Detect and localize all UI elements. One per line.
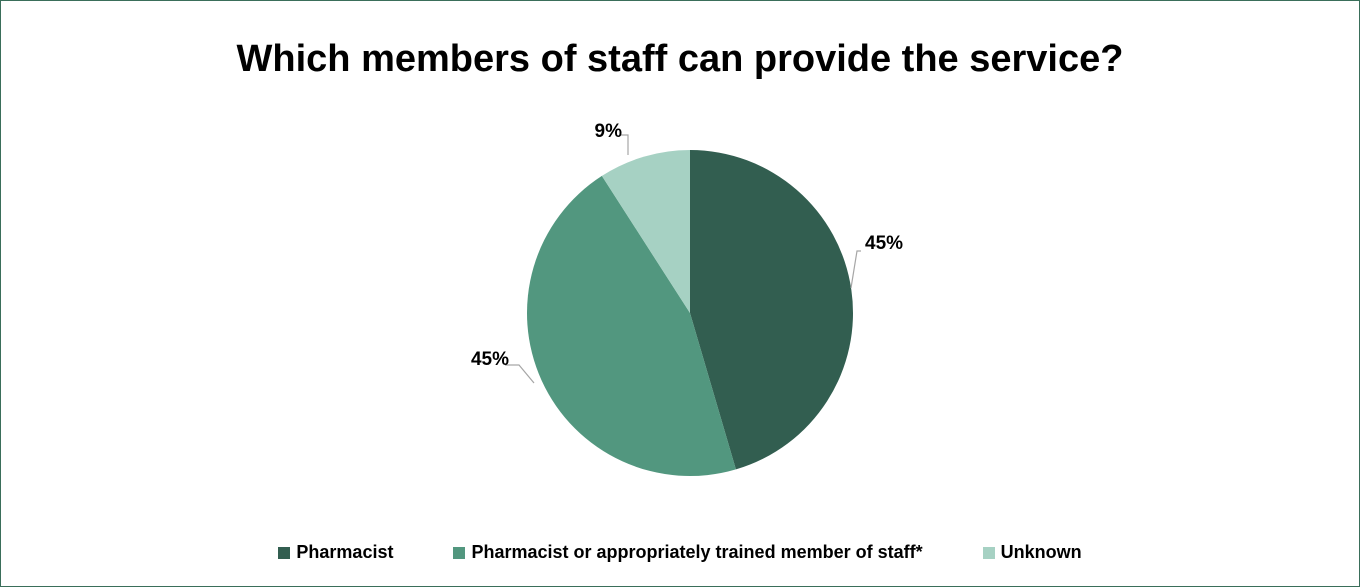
legend-label: Pharmacist or appropriately trained memb… bbox=[471, 542, 923, 562]
leader-line bbox=[505, 364, 535, 384]
legend-swatch bbox=[453, 546, 466, 559]
chart-title: Which members of staff can provide the s… bbox=[236, 38, 1124, 80]
data-label-pharmacist-or-trained-staff: 45% bbox=[471, 349, 509, 370]
legend-swatch bbox=[278, 546, 291, 559]
legend-item-pharmacist: Pharmacist bbox=[278, 542, 393, 563]
legend: Pharmacist Pharmacist or appropriately t… bbox=[0, 542, 1360, 563]
legend-item-pharmacist-or-trained-staff: Pharmacist or appropriately trained memb… bbox=[453, 542, 923, 563]
pie-slices bbox=[526, 150, 853, 476]
leader-line bbox=[620, 134, 629, 155]
data-label-unknown: 9% bbox=[595, 121, 623, 142]
legend-item-unknown: Unknown bbox=[982, 542, 1082, 563]
data-labels: 45% 45% 9% bbox=[471, 121, 903, 370]
pie-slice-pharmacist-or-trained-staff bbox=[526, 175, 736, 476]
pie-slice-pharmacist bbox=[690, 150, 853, 470]
leader-line bbox=[850, 250, 861, 289]
leader-lines bbox=[505, 134, 861, 384]
legend-label: Unknown bbox=[1000, 542, 1082, 562]
legend-label: Pharmacist bbox=[296, 542, 394, 562]
pie-slice-unknown bbox=[601, 150, 690, 313]
legend-swatch bbox=[982, 546, 995, 559]
data-label-pharmacist: 45% bbox=[865, 233, 903, 254]
